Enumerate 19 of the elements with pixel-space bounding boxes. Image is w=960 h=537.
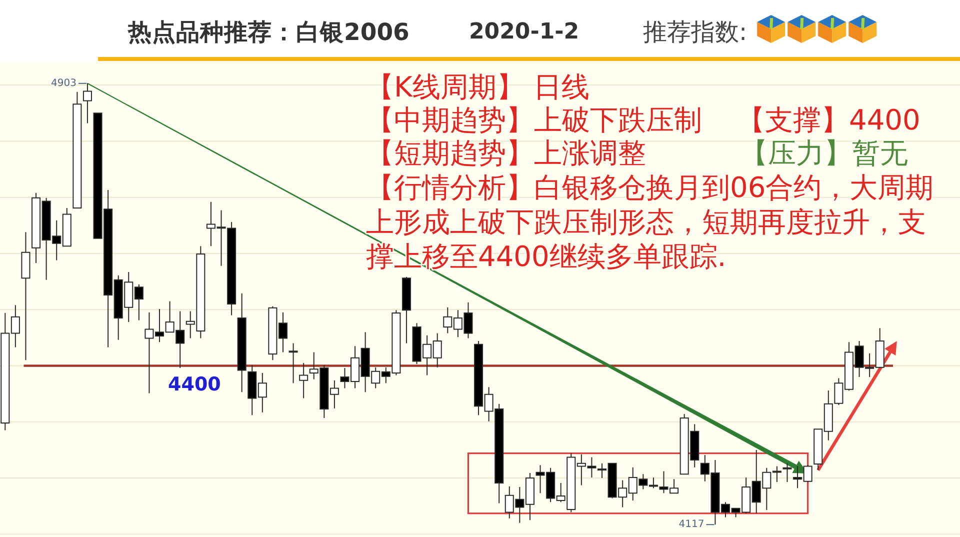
annotation: 【支撑】4400 bbox=[737, 104, 920, 136]
annotation: 【压力】暂无 bbox=[740, 136, 908, 170]
annotation: 【K线周期】 日线 bbox=[366, 70, 590, 104]
candlestick bbox=[288, 342, 298, 384]
annotation: 【短期趋势】上涨调整 bbox=[366, 136, 646, 170]
candlestick bbox=[299, 362, 308, 399]
ref-line-label: 4400 bbox=[168, 374, 221, 396]
candlestick bbox=[82, 82, 92, 124]
candlestick bbox=[72, 91, 82, 209]
chart-subtitle: 2020-1-2 bbox=[469, 20, 580, 44]
annotation: 4903 bbox=[51, 78, 76, 89]
text: 推荐指数: bbox=[643, 18, 748, 46]
candlestick bbox=[21, 232, 30, 361]
candlestick bbox=[237, 292, 246, 393]
candlestick bbox=[402, 276, 411, 344]
chart-title: 热点品种推荐：白银2006 bbox=[127, 18, 410, 46]
candlestick bbox=[782, 462, 792, 482]
annotation: 【中期趋势】上破下跌压制 bbox=[366, 104, 702, 136]
annotation: 4117 bbox=[678, 519, 704, 530]
